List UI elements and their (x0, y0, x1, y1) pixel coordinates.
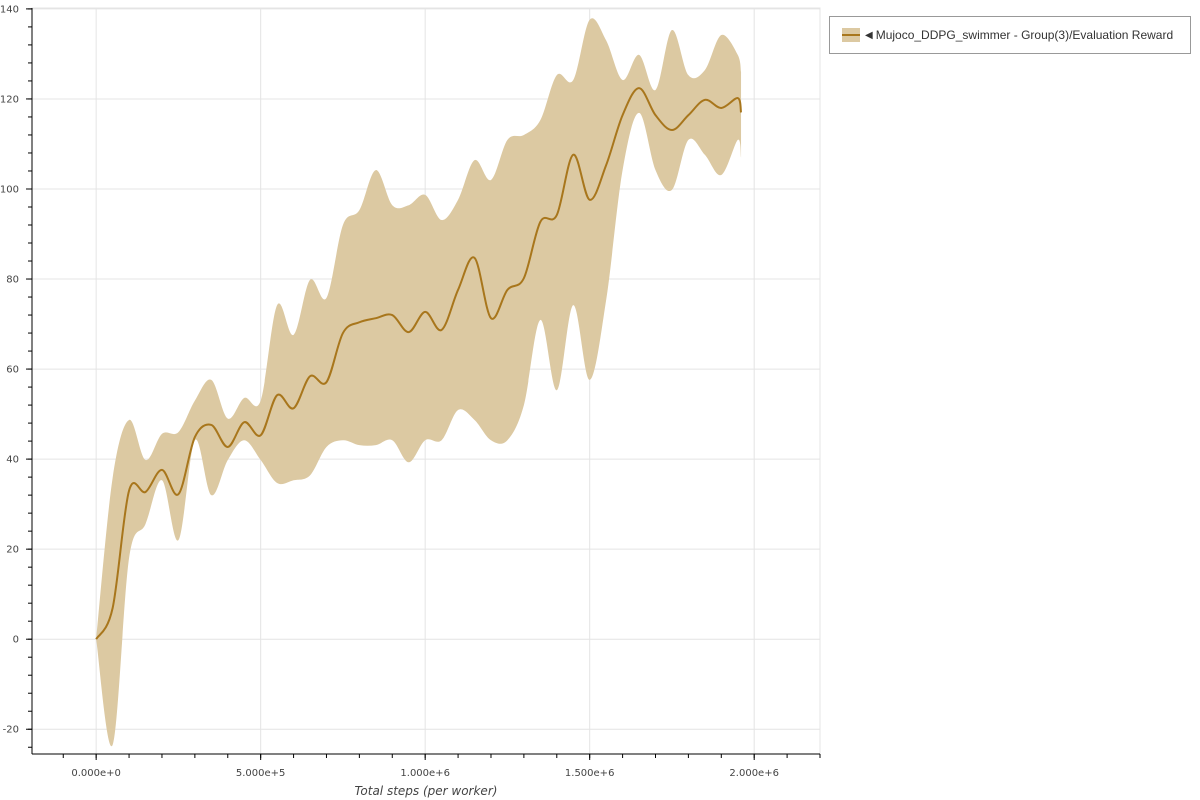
y-tick-label: 140 (0, 4, 19, 15)
y-tick-label: 120 (0, 94, 19, 105)
axes: 0.000e+0 5.000e+5 1.000e+6 1.500e+6 2.000e+6… (0, 4, 821, 779)
y-tick-label: 0 (13, 635, 19, 646)
x-tick-label: 1.500e+6 (565, 768, 615, 779)
y-tick-label: 40 (6, 455, 19, 466)
y-tick-label: 20 (6, 545, 19, 556)
legend-triangle-icon: ◀ (865, 29, 873, 41)
x-tick-label: 1.000e+6 (400, 768, 450, 779)
y-tick-label: 100 (0, 184, 19, 195)
legend-swatch-icon (842, 28, 860, 42)
x-tick-label: 0.000e+0 (71, 768, 121, 779)
legend-label: Mujoco_DDPG_swimmer - Group(3)/Evaluatio… (875, 28, 1174, 42)
x-tick-label: 2.000e+6 (729, 768, 779, 779)
y-tick-label: -20 (3, 725, 19, 736)
y-tick-label: 80 (6, 275, 19, 286)
x-axis-label: Total steps (per worker) (355, 784, 498, 798)
y-tick-label: 60 (6, 365, 19, 376)
legend[interactable]: ◀ Mujoco_DDPG_swimmer - Group(3)/Evaluat… (829, 16, 1191, 54)
x-tick-label: 5.000e+5 (236, 768, 286, 779)
series-mean-line (95, 87, 743, 640)
series-band (96, 18, 742, 747)
